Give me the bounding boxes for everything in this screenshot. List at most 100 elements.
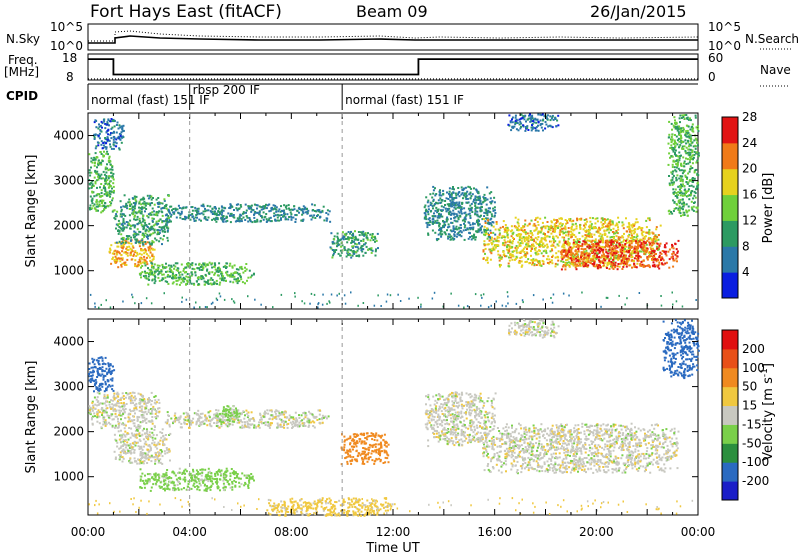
range-gate-cell (141, 232, 144, 235)
range-gate-cell (481, 206, 483, 209)
freq-tick-bottom: 8 (66, 70, 74, 84)
range-gate-cell (476, 230, 479, 233)
range-gate-cell (521, 242, 524, 245)
range-gate-cell (681, 305, 684, 308)
range-gate-cell (606, 264, 609, 267)
range-gate-cell (168, 210, 171, 213)
range-gate-cell (333, 250, 336, 252)
range-gate-cell (530, 219, 533, 222)
range-gate-cell (371, 234, 374, 237)
range-gate-cell (212, 217, 215, 220)
range-gate-cell (503, 253, 505, 256)
range-gate-cell (115, 215, 118, 218)
range-gate-cell (529, 238, 532, 241)
range-gate-cell (101, 147, 104, 150)
range-gate-cell (175, 216, 178, 219)
range-gate-cell (653, 259, 656, 261)
range-gate-cell (530, 117, 532, 120)
range-gate-cell (586, 233, 589, 236)
range-gate-cell (565, 252, 567, 255)
range-gate-cell (570, 251, 573, 254)
range-gate-cell (625, 217, 627, 220)
range-gate-cell (697, 144, 699, 147)
range-gate-cell (211, 207, 214, 210)
range-gate-cell (514, 119, 517, 122)
range-gate-cell (90, 160, 93, 163)
range-gate-cell (515, 248, 518, 251)
range-gate-cell (532, 118, 535, 121)
range-gate-cell (640, 229, 643, 232)
range-gate-cell (93, 176, 96, 179)
range-gate-cell (355, 251, 358, 254)
range-gate-cell (622, 227, 625, 230)
range-gate-cell (150, 261, 153, 264)
range-gate-cell (623, 244, 626, 247)
range-gate-cell (349, 254, 352, 257)
range-gate-cell (118, 124, 121, 127)
range-gate-cell (104, 190, 107, 192)
range-gate-cell (605, 265, 608, 268)
range-gate-cell (453, 197, 456, 199)
range-gate-cell (474, 238, 477, 241)
range-gate-cell (474, 207, 477, 210)
range-gate-cell (507, 240, 510, 243)
range-gate-cell (685, 130, 688, 133)
range-gate-cell (575, 265, 578, 268)
range-gate-cell (91, 185, 94, 187)
range-gate-cell (145, 297, 148, 300)
range-gate-cell (524, 219, 527, 222)
range-gate-cell (246, 216, 249, 219)
range-gate-cell (229, 212, 232, 215)
range-gate-cell (694, 144, 697, 147)
range-gate-cell (94, 302, 96, 305)
range-gate-cell (139, 221, 142, 224)
range-gate-cell (156, 233, 159, 236)
range-gate-cell (174, 265, 177, 268)
range-gate-cell (652, 249, 655, 252)
range-gate-cell (672, 182, 675, 185)
range-gate-cell (463, 306, 465, 309)
range-gate-cell (350, 291, 352, 294)
range-gate-cell (567, 251, 570, 254)
range-gate-cell (668, 133, 671, 136)
range-gate-cell (203, 216, 206, 219)
range-gate-cell (165, 220, 168, 222)
range-gate-cell (607, 241, 610, 244)
range-gate-cell (540, 252, 543, 255)
range-gate-cell (583, 240, 586, 243)
range-gate-cell (232, 275, 234, 278)
range-gate-cell (684, 134, 687, 137)
range-gate-cell (99, 151, 102, 153)
range-gate-cell (609, 253, 612, 256)
range-gate-cell (684, 151, 687, 154)
range-gate-cell (441, 226, 444, 228)
range-gate-cell (476, 221, 479, 224)
range-gate-cell (110, 190, 113, 193)
range-gate-cell (469, 232, 471, 235)
range-gate-cell (477, 230, 480, 233)
range-gate-cell (572, 229, 575, 232)
range-gate-cell (146, 263, 149, 266)
range-gate-cell (123, 261, 126, 264)
range-gate-cell (165, 207, 168, 210)
range-gate-cell (186, 280, 189, 283)
date-title: 26/Jan/2015 (590, 2, 687, 21)
range-gate-cell (118, 147, 121, 150)
range-gate-cell (198, 212, 201, 215)
range-gate-cell (120, 264, 123, 266)
range-gate-cell (578, 218, 581, 220)
range-gate-cell (677, 126, 680, 129)
range-gate-cell (96, 186, 98, 189)
range-gate-cell (147, 249, 150, 252)
range-gate-cell (141, 202, 144, 205)
range-gate-cell (692, 209, 695, 212)
range-gate-cell (652, 240, 655, 243)
range-gate-cell (653, 263, 656, 266)
range-gate-cell (122, 124, 125, 127)
range-gate-cell (235, 268, 238, 271)
range-gate-cell (520, 240, 523, 243)
range-gate-cell (490, 191, 493, 194)
range-gate-cell (643, 237, 646, 240)
range-gate-cell (454, 202, 456, 205)
range-gate-cell (687, 172, 690, 175)
